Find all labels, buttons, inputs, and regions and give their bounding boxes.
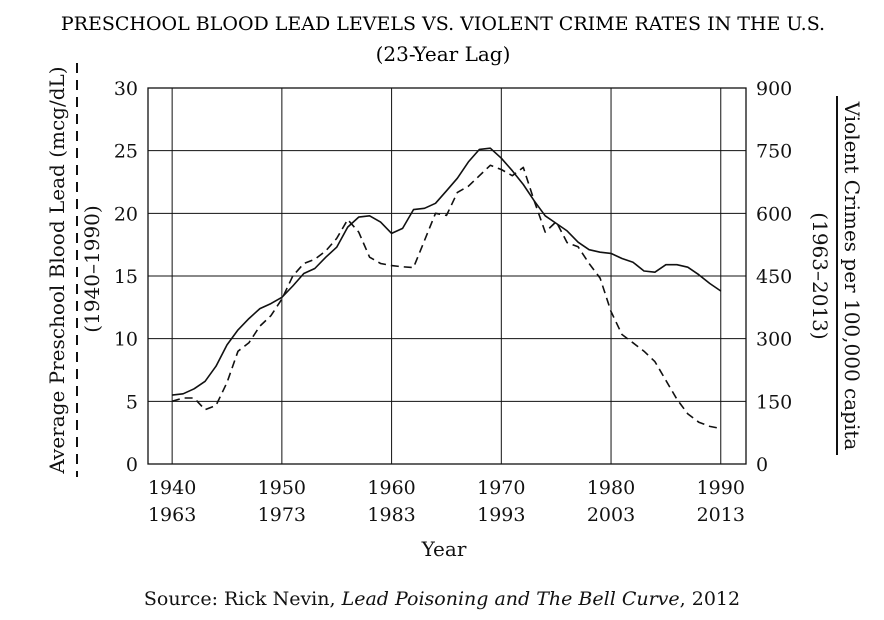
plot-frame: [147, 87, 747, 465]
source-suffix: , 2012: [679, 588, 741, 610]
x-axis-label: Year: [421, 537, 467, 561]
source-note: Source: Rick Nevin, Lead Poisoning and T…: [0, 588, 884, 610]
left-axis-sublabel: (1940–1990): [80, 205, 104, 332]
left-tick-label: 15: [114, 266, 138, 288]
series-group: [171, 147, 722, 430]
x-tick-label-crime-year: 2013: [697, 504, 745, 526]
left-tick-label: 20: [114, 203, 138, 225]
x-tick-label-crime-year: 1963: [148, 504, 196, 526]
source-title: Lead Poisoning and The Bell Curve: [341, 588, 680, 610]
left-tick-label: 25: [114, 141, 138, 163]
left-tick-label: 0: [126, 454, 138, 476]
x-tick-label-lead-year: 1970: [477, 477, 525, 499]
source-prefix: Source: Rick Nevin,: [143, 588, 342, 610]
x-tick-label-crime-year: 1973: [258, 504, 306, 526]
right-axis-ticks: 0 150 300 450 600 750 900: [756, 78, 792, 476]
x-tick-label-lead-year: 1980: [587, 477, 635, 499]
x-tick-label-lead-year: 1950: [258, 477, 306, 499]
violent-crime-line: [171, 164, 721, 430]
grid: [148, 88, 746, 464]
x-tick-label-lead-year: 1940: [148, 477, 196, 499]
right-tick-label: 300: [756, 329, 792, 351]
right-tick-label: 600: [756, 203, 792, 225]
chart-title: PRESCHOOL BLOOD LEAD LEVELS VS. VIOLENT …: [61, 13, 825, 35]
right-axis-sublabel: (1963–2013): [808, 212, 832, 339]
x-tick-label-lead-year: 1960: [367, 477, 415, 499]
x-tick-label-crime-year: 1983: [367, 504, 415, 526]
blood-lead-line: [172, 147, 722, 396]
left-tick-label: 5: [126, 391, 138, 413]
x-tick-label-lead-year: 1990: [697, 477, 745, 499]
right-tick-label: 750: [756, 141, 792, 163]
left-tick-label: 10: [114, 329, 138, 351]
right-tick-label: 900: [756, 78, 792, 100]
right-axis-label: Violent Crimes per 100,000 capita: [840, 101, 864, 451]
x-tick-label-crime-year: 1993: [477, 504, 525, 526]
right-tick-label: 450: [756, 266, 792, 288]
chart-subtitle: (23-Year Lag): [376, 42, 511, 66]
left-axis-label: Average Preschool Blood Lead (mcg/dL): [45, 66, 69, 474]
right-tick-label: 150: [756, 391, 792, 413]
x-axis-ticks: 1940 1963 1950 1973 1960 1983 1970 1993 1980 2003…: [148, 477, 745, 526]
x-tick-label-crime-year: 2003: [587, 504, 635, 526]
right-tick-label: 0: [756, 454, 768, 476]
left-tick-label: 30: [114, 78, 138, 100]
left-axis-ticks: 0 5 10 15 20 25 30: [114, 78, 138, 476]
